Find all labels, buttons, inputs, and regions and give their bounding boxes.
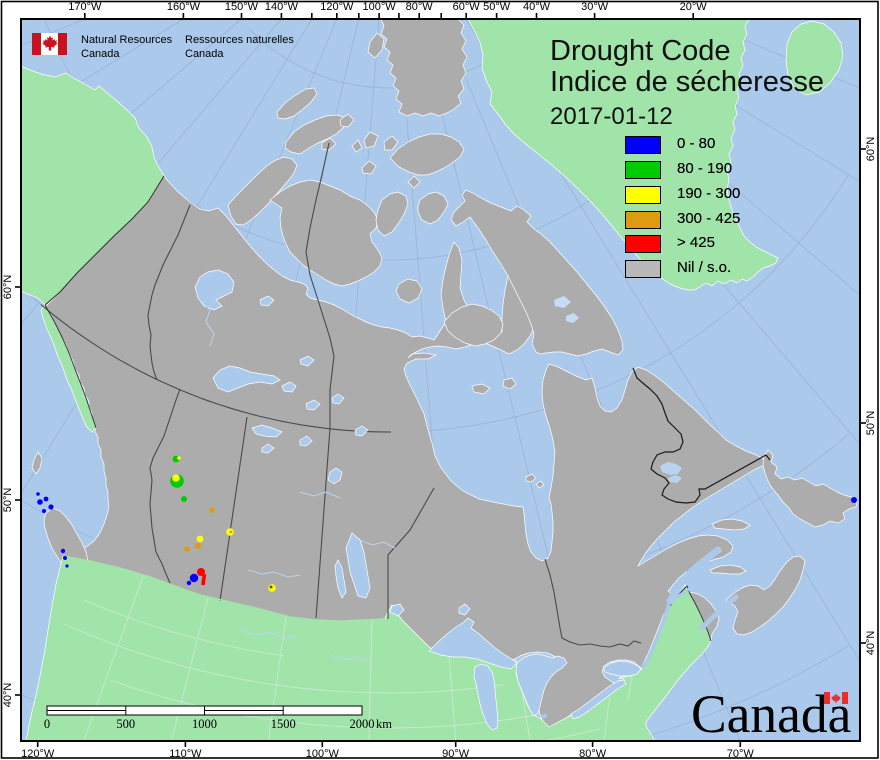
svg-text:km: km <box>376 717 392 731</box>
svg-text:140°W: 140°W <box>265 1 299 13</box>
svg-text:2000: 2000 <box>350 717 375 731</box>
svg-text:20°W: 20°W <box>680 1 708 13</box>
svg-text:80°W: 80°W <box>579 748 607 760</box>
svg-text:150°W: 150°W <box>225 1 259 13</box>
svg-text:100°W: 100°W <box>363 1 397 13</box>
svg-text:1500: 1500 <box>271 717 296 731</box>
svg-text:160°W: 160°W <box>167 1 201 13</box>
svg-text:40°N: 40°N <box>865 631 877 656</box>
svg-text:120°W: 120°W <box>21 748 55 760</box>
svg-text:40°W: 40°W <box>523 1 551 13</box>
svg-text:50°N: 50°N <box>865 411 877 436</box>
svg-text:40°N: 40°N <box>2 683 14 708</box>
svg-text:60°W: 60°W <box>453 1 481 13</box>
svg-text:500: 500 <box>116 717 135 731</box>
svg-text:60°N: 60°N <box>2 275 14 300</box>
svg-text:120°W: 120°W <box>320 1 354 13</box>
svg-text:90°W: 90°W <box>442 748 470 760</box>
svg-text:50°W: 50°W <box>483 1 511 13</box>
svg-text:1000: 1000 <box>192 717 217 731</box>
svg-text:80°W: 80°W <box>406 1 434 13</box>
svg-text:100°W: 100°W <box>306 748 340 760</box>
svg-text:50°N: 50°N <box>2 488 14 513</box>
svg-text:110°W: 110°W <box>169 748 202 760</box>
svg-text:170°W: 170°W <box>68 1 102 13</box>
svg-text:0: 0 <box>44 717 50 731</box>
svg-text:70°W: 70°W <box>727 748 755 760</box>
svg-text:30°W: 30°W <box>581 1 609 13</box>
svg-text:60°N: 60°N <box>865 137 877 162</box>
